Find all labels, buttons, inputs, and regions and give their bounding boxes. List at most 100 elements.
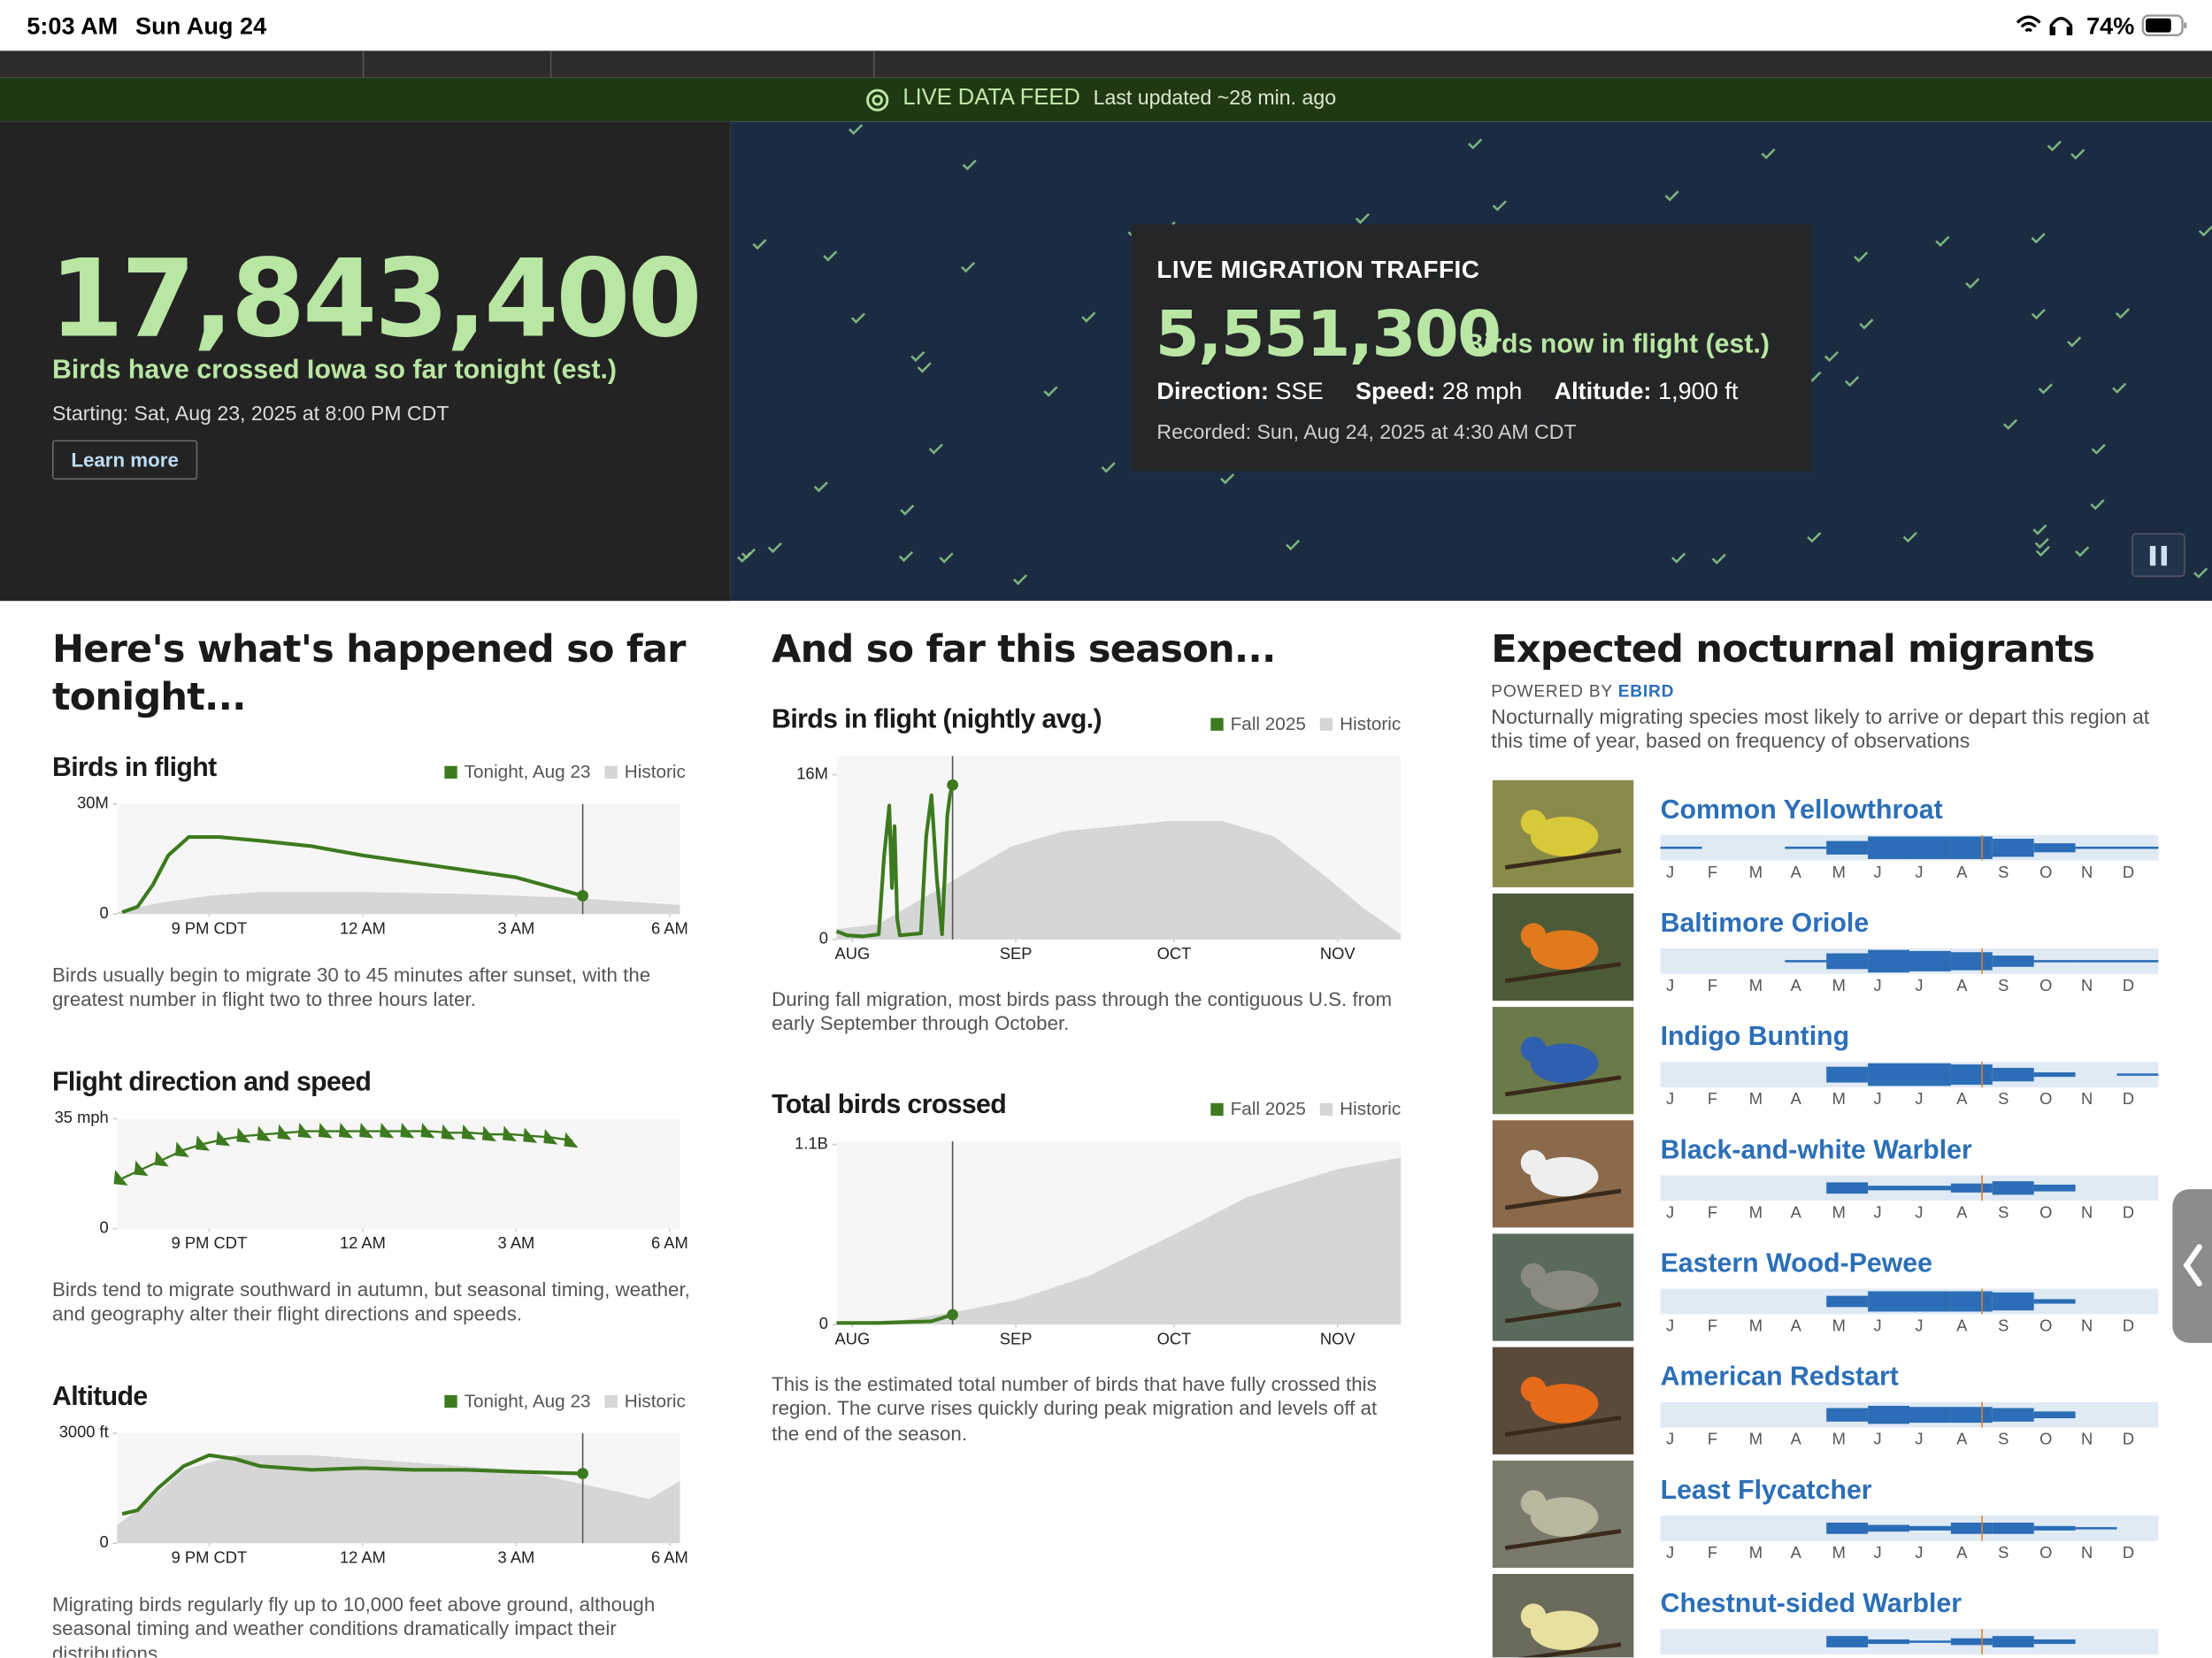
photo-branch bbox=[1504, 1188, 1622, 1210]
month-label: M bbox=[1749, 1543, 1763, 1562]
chevron-path bbox=[2183, 1244, 2202, 1287]
direction-arrow bbox=[134, 1160, 149, 1177]
month-label: O bbox=[2039, 1430, 2052, 1448]
species-name: Common Yellowthroat bbox=[1661, 795, 1943, 825]
bird-glyph bbox=[1902, 532, 1917, 543]
month-label: N bbox=[2081, 1543, 2093, 1562]
y-tick-label: 35 mph bbox=[55, 1108, 109, 1126]
feed-icon-ring bbox=[866, 88, 889, 111]
frequency-bar bbox=[1950, 952, 1993, 971]
month-label: M bbox=[1749, 1089, 1763, 1108]
month-label: D bbox=[2123, 1316, 2134, 1335]
month-label: F bbox=[1708, 1316, 1717, 1335]
month-label: F bbox=[1708, 976, 1717, 994]
frequency-bar bbox=[2033, 1639, 2076, 1645]
altitude-value: 1,900 ft bbox=[1658, 378, 1739, 405]
frequency-bar bbox=[1826, 1182, 1869, 1194]
battery-tip bbox=[2184, 22, 2187, 28]
month-label: D bbox=[2123, 1089, 2134, 1108]
frequency-bar bbox=[2033, 1411, 2076, 1418]
photo-bird-head bbox=[1520, 1377, 1547, 1402]
x-tick-label: SEP bbox=[1000, 944, 1033, 963]
legend-swatch bbox=[604, 765, 618, 779]
month-label: D bbox=[2123, 1656, 2134, 1657]
frequency-bar bbox=[2116, 1073, 2159, 1076]
total-caption: Birds have crossed Iowa so far tonight (… bbox=[51, 355, 617, 386]
bird-glyph bbox=[849, 124, 864, 135]
month-label: O bbox=[2039, 1656, 2052, 1657]
side-handle[interactable] bbox=[2172, 1189, 2212, 1343]
bird-glyph bbox=[928, 443, 943, 455]
month-label: O bbox=[2039, 1316, 2052, 1335]
altitude-chart: Altitude Historic Tonight, Aug 23 3000 ft 0 9… bbox=[52, 1382, 688, 1567]
month-label: J bbox=[1873, 1089, 1881, 1108]
status-icons bbox=[2016, 15, 2073, 35]
frequency-bar bbox=[2116, 846, 2159, 849]
frequency-bar bbox=[1950, 1407, 1993, 1424]
month-label: F bbox=[1708, 1543, 1717, 1562]
x-tick-label: 6 AM bbox=[651, 1548, 688, 1567]
status-bar: 5:03 AM Sun Aug 24 74% bbox=[0, 0, 2212, 51]
direction-arrow bbox=[420, 1122, 435, 1139]
frequency-bar bbox=[1660, 846, 1702, 849]
frequency-bar bbox=[1950, 1064, 1993, 1086]
bird-glyph bbox=[2002, 418, 2018, 430]
pause-bar bbox=[2149, 546, 2156, 566]
bird-glyph bbox=[2115, 308, 2131, 319]
month-label: S bbox=[1998, 863, 2008, 881]
bird-glyph bbox=[917, 362, 932, 373]
month-label: D bbox=[2123, 1202, 2134, 1221]
direction-arrow bbox=[441, 1124, 456, 1140]
y-tick-label: 0 bbox=[100, 1218, 109, 1237]
frequency-bar bbox=[2033, 960, 2076, 963]
headphones-ear bbox=[2066, 27, 2073, 35]
bird-glyph bbox=[2112, 382, 2127, 394]
ebird-link[interactable]: EBIRD bbox=[1617, 681, 1675, 702]
frequency-bar bbox=[1868, 1524, 1910, 1532]
chart-title: Altitude bbox=[52, 1382, 148, 1411]
chart-title: Flight direction and speed bbox=[52, 1067, 371, 1096]
chart-caption: Birds usually begin to migrate 30 to 45 … bbox=[51, 963, 651, 1011]
frequency-bar bbox=[2033, 1299, 2076, 1304]
month-label: A bbox=[1791, 863, 1802, 881]
chart-title: Birds in flight (nightly avg.) bbox=[772, 705, 1102, 734]
month-label: M bbox=[1832, 863, 1846, 881]
tonight-heading: Here's what's happened so far tonight... bbox=[51, 627, 686, 720]
bird-glyph bbox=[2032, 524, 2047, 535]
month-label: J bbox=[1666, 863, 1674, 881]
legend-swatch bbox=[1210, 718, 1224, 731]
x-tick-label: NOV bbox=[1320, 1330, 1356, 1348]
bird-glyph bbox=[767, 541, 782, 554]
legend-label: Historic bbox=[625, 762, 686, 782]
x-tick-label: 3 AM bbox=[498, 1233, 535, 1252]
battery-level bbox=[2146, 18, 2171, 33]
month-label: A bbox=[1956, 1202, 1968, 1221]
tab-divider bbox=[872, 50, 875, 78]
frequency-bar bbox=[1826, 953, 1869, 970]
frequency-bar bbox=[1868, 949, 1910, 973]
recorded-time: Recorded: Sun, Aug 24, 2025 at 4:30 AM C… bbox=[1156, 421, 1577, 445]
pause-button[interactable] bbox=[2131, 533, 2185, 578]
bird-glyph bbox=[2034, 537, 2049, 549]
x-tick-label: 3 AM bbox=[498, 1548, 535, 1567]
y-tick-label: 0 bbox=[100, 903, 109, 922]
headphones-icon bbox=[2049, 17, 2073, 35]
frequency-bar bbox=[1868, 1186, 1910, 1191]
tab-divider bbox=[549, 50, 552, 78]
x-tick-label: 12 AM bbox=[340, 1233, 386, 1252]
series-line bbox=[121, 835, 584, 915]
bird-glyph bbox=[1468, 138, 1483, 150]
direction-arrow bbox=[257, 1125, 272, 1142]
historic-area bbox=[836, 1157, 1402, 1325]
y-tick-label: 0 bbox=[819, 929, 828, 948]
frequency-bar bbox=[1992, 1636, 2034, 1647]
historic-area bbox=[117, 892, 680, 915]
chart-caption: Birds tend to migrate southward in autum… bbox=[51, 1278, 690, 1325]
bird-glyph bbox=[1664, 190, 1679, 202]
month-label: J bbox=[1873, 1656, 1881, 1657]
learn-more-button[interactable]: Learn more bbox=[51, 440, 198, 480]
bird-glyph bbox=[1845, 376, 1860, 388]
bird-glyph bbox=[1101, 462, 1116, 473]
photo-branch bbox=[1504, 962, 1622, 984]
